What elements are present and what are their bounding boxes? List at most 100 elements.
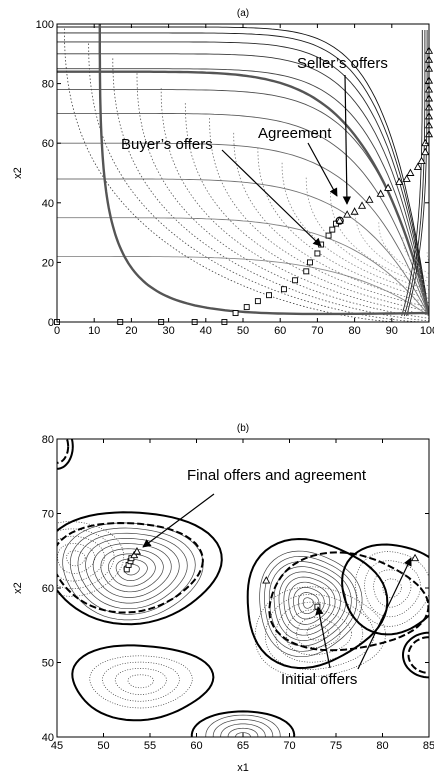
panel-a-ytick-label: 40 <box>42 198 54 210</box>
seller-utility-contour <box>102 661 180 702</box>
panel-b-seller-offer-marker <box>132 547 142 555</box>
panel-b-ytick-label: 80 <box>42 434 54 446</box>
panel-b-seller-offer-marker <box>410 553 420 562</box>
panel-b-ytick-label: 40 <box>42 732 54 744</box>
panel-b-xtick-label: 70 <box>283 740 295 752</box>
panel-a-xtick-label: 90 <box>386 325 398 337</box>
seller-indifference-curve <box>209 117 429 308</box>
buyer-utility-contour <box>288 581 331 625</box>
initial-offers-arrow-left <box>315 606 331 669</box>
buyer-utility-contour <box>273 566 347 641</box>
buyer-utility-contour <box>227 727 259 737</box>
panel-a-buyer-offer-marker <box>292 277 299 284</box>
buyer-utility-contour <box>235 732 251 737</box>
buyer-reservation-contour <box>246 537 389 670</box>
buyer-reservation-contour <box>57 439 74 470</box>
panel-a-seller-offer-marker <box>406 168 415 176</box>
panel-a-xtick-label: 0 <box>54 325 60 337</box>
panel-a-buyer-offer-marker <box>303 268 310 275</box>
panel-a-xtick-label: 60 <box>274 325 286 337</box>
panel-a-buyer-offer-marker <box>307 259 313 266</box>
panel-a-seller-offer-marker <box>384 183 393 191</box>
panel-b-xtick-label: 65 <box>237 740 249 752</box>
panel-a-buyer-offer-marker <box>314 250 321 257</box>
panel-b-xtick-label: 60 <box>190 740 202 752</box>
panel-b-xtick-label: 45 <box>51 740 63 752</box>
panel-b-xlabel: x1 <box>237 762 249 774</box>
panel-a-seller-offer-marker <box>365 195 374 203</box>
buyer-utility-contour <box>212 719 274 737</box>
seller-utility-contour <box>57 543 96 574</box>
seller-indifference-curve <box>160 88 429 316</box>
seller-utility-contour <box>355 551 429 627</box>
buyer-utility-contour <box>283 576 336 631</box>
panel-b-buyer-offer-marker <box>314 603 321 610</box>
seller-indifference-curve <box>402 237 429 275</box>
panel-a-ticks: 0 10 20 30 40 50 60 70 80 90 100 0 20 40 60 80 100 <box>36 19 434 337</box>
panel-a-xtick-label: 70 <box>311 325 323 337</box>
seller-indifference-curve <box>136 73 429 319</box>
seller-utility-contour <box>265 594 375 670</box>
panel-a-buyer-offer-marker <box>232 310 239 317</box>
panel-b-seller-offer-marker <box>130 550 139 559</box>
seller-utility-contour <box>66 550 86 567</box>
panel-a-ylabel: x2 <box>12 167 24 179</box>
seller-utility-contour <box>89 655 193 709</box>
panel-a-buyer-offer-marker <box>280 286 287 293</box>
initial-offers-label: Initial offers <box>281 671 357 688</box>
panel-a-indifference-curves <box>57 24 429 322</box>
panel-a-annotations: Seller’s offers Agreement Buyer’s offers <box>121 55 388 247</box>
buyer-reservation-contour <box>190 710 296 737</box>
seller-wall-curve <box>401 30 423 317</box>
seller-indifference-curve <box>64 28 400 322</box>
seller-indifference-curve <box>88 43 424 322</box>
panel-a-offer-markers <box>54 46 434 325</box>
buyer-reservation-contour <box>57 511 223 626</box>
panel-a-seller-offer-marker <box>402 174 411 182</box>
buyer-utility-contour <box>259 550 363 658</box>
buyer-reservation-contour <box>71 644 215 722</box>
buyer-indifference-curve <box>57 178 429 317</box>
panel-a-seller-offer-marker <box>350 207 359 215</box>
panel-a-buyer-offer-marker <box>266 292 272 299</box>
seller-offers-label: Seller’s offers <box>297 55 388 72</box>
initial-offers-arrow-right <box>357 557 412 670</box>
buyer-reservation-curve <box>57 70 429 314</box>
panel-b-label: (b) <box>237 423 249 434</box>
panel-b-xtick-label: 50 <box>97 740 109 752</box>
seller-indifference-curve <box>233 132 429 304</box>
panel-b-ytick-label: 70 <box>42 509 54 521</box>
panel-a-xtick-label: 80 <box>348 325 360 337</box>
panel-b-ticks: 45 50 55 60 65 70 75 80 85 40 50 60 70 80 <box>42 434 434 752</box>
buyer-indifference-curve <box>57 112 429 317</box>
buyer-indifference-curve <box>57 32 429 317</box>
panel-b-xtick-label: 85 <box>423 740 434 752</box>
panel-a-ytick-label: 20 <box>42 257 54 269</box>
panel-b-xtick-label: 80 <box>376 740 388 752</box>
buyer-utility-contour <box>62 522 204 621</box>
agreement-marker <box>335 216 344 225</box>
seller-indifference-curve <box>354 207 429 283</box>
buyer-utility-contour <box>85 538 180 604</box>
buyer-utility-contour <box>115 558 148 581</box>
panel-a-seller-offer-marker <box>376 189 385 197</box>
panel-b-ytick-label: 60 <box>42 583 54 595</box>
panel-a-xtick-label: 10 <box>88 325 100 337</box>
buyer-utility-contour <box>100 548 164 593</box>
panel-a-ytick-label: 80 <box>42 79 54 91</box>
panel-a-buyer-offer-marker <box>329 226 336 233</box>
agreement-label: Agreement <box>258 125 332 142</box>
panel-a-ytick-label: 60 <box>42 138 54 150</box>
buyer-reservation-contour <box>401 631 429 679</box>
buyer-indifference-curve <box>57 89 429 317</box>
buyer-utility-contour <box>77 532 188 610</box>
panel-a-xtick-label: 100 <box>420 325 434 337</box>
panel-b-buyer-offer-marker <box>128 555 135 562</box>
seller-reservation-contour <box>57 521 204 614</box>
seller-reservation-contour <box>268 551 429 652</box>
seller-reservation-curve <box>98 24 429 316</box>
seller-reservation-contour <box>407 636 429 674</box>
panel-a-ytick-label: 100 <box>36 19 54 31</box>
buyer-utility-contour <box>220 723 266 737</box>
